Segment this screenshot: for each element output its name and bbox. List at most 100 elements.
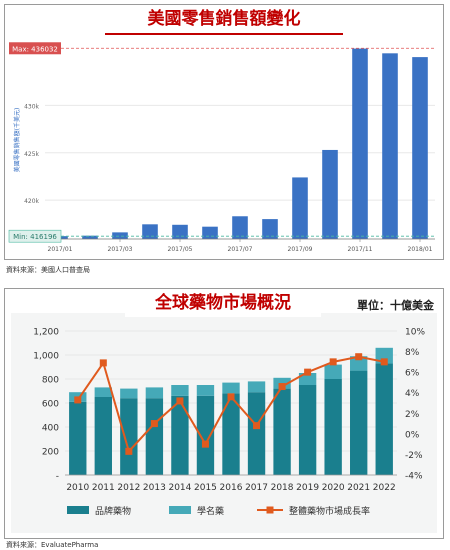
chart2-xtick-label: 2011 [92, 483, 115, 493]
chart2-growth-marker [74, 396, 82, 404]
chart2-bar-brand [298, 385, 317, 475]
chart1-bar [202, 226, 218, 239]
chart1-max-label-box [9, 42, 61, 55]
chart2-ytick-left-label: 1,200 [33, 328, 59, 338]
chart1-bar [412, 57, 428, 240]
chart2-bar-brand [196, 395, 215, 475]
chart2-xtick-label: 2022 [373, 483, 396, 493]
chart1-bar [292, 177, 308, 239]
chart2-ytick-left-label: - [56, 472, 59, 482]
chart2-xtick-label: 2021 [347, 483, 370, 493]
chart2-bar-generic [222, 382, 240, 394]
chart2-ytick-right-label: -4% [405, 472, 423, 482]
chart2-bar-brand [120, 398, 138, 475]
chart2-growth-marker [150, 420, 158, 428]
chart2-xtick-label: 2018 [271, 483, 294, 493]
chart2-xtick-label: 2016 [220, 483, 243, 493]
chart2-bar-generic [247, 381, 266, 393]
chart2-legend-growth-label: 整體藥物市場成長率 [289, 505, 370, 517]
chart2-xtick-label: 2020 [322, 483, 345, 493]
chart2-bar-brand [94, 397, 112, 475]
chart2-legend-brand-label: 品牌藥物 [95, 505, 131, 517]
chart2-bar-generic [94, 387, 112, 397]
chart2-bar-generic [196, 385, 215, 396]
chart2-bar-brand [145, 398, 164, 475]
chart2-xtick-label: 2019 [296, 483, 319, 493]
chart2-xtick-label: 2012 [117, 483, 140, 493]
chart2-ytick-right-label: 6% [405, 369, 420, 379]
chart2-title: 全球藥物市場概況 [155, 293, 291, 313]
chart2-growth-marker [253, 422, 261, 430]
chart2-bar-generic [375, 347, 393, 364]
chart2-ytick-right-label: 4% [405, 389, 420, 399]
chart2-unit-label: 單位：十億美金 [357, 299, 434, 312]
chart1-bar [382, 53, 398, 239]
chart2-growth-marker [329, 358, 337, 366]
chart2-legend-generic-swatch [169, 506, 191, 514]
chart1-bar [232, 216, 248, 239]
chart2-bar-brand [324, 379, 342, 475]
pharma-market-panel: 全球藥物市場概況 單位：十億美金 - 200 400 600 800 1,000 1,200… [4, 288, 444, 539]
chart1-ytick-label: 425k [24, 151, 39, 158]
chart2-ytick-left-label: 600 [42, 400, 59, 410]
chart2-bar-brand [350, 370, 368, 475]
chart2-bar-generic [120, 388, 138, 399]
chart2-ytick-left-label: 800 [42, 376, 59, 386]
chart1-bar [352, 48, 368, 239]
chart1-title-bar: 美國零售銷售額變化 [105, 5, 343, 35]
chart2-bar-brand [222, 393, 240, 475]
chart2-legend-growth-marker [266, 506, 274, 514]
chart2-ytick-left-label: 1,000 [33, 352, 59, 362]
chart2-xtick-label: 2010 [66, 483, 89, 493]
chart2-title-bar: 全球藥物市場概況 [125, 289, 321, 317]
chart1-plot-area [45, 41, 435, 239]
chart2-ytick-right-label: 2% [405, 410, 420, 420]
chart2-bar-brand [273, 388, 291, 475]
retail-sales-panel: 美國零售銷售額變化 420k 425k 430k 美國零售銷售額(千美元) 2017/0… [4, 4, 444, 260]
chart2-bar-generic [145, 387, 164, 399]
chart2-legend-brand-swatch [67, 506, 89, 514]
chart2-growth-marker [176, 397, 184, 405]
chart1-bar [112, 232, 128, 239]
chart1-xtick-label: 2017/09 [288, 246, 313, 253]
chart1-ylabel: 美國零售銷售額(千美元) [13, 108, 21, 173]
chart2-xtick-label: 2014 [168, 483, 191, 493]
chart1-ytick-label: 430k [24, 103, 39, 110]
chart2-xtick-label: 2013 [143, 483, 166, 493]
chart1-min-label-box [8, 229, 62, 243]
chart2-bar-generic [350, 356, 368, 371]
chart2-ytick-right-label: 8% [405, 348, 420, 358]
chart1-xtick-label: 2017/01 [48, 246, 73, 253]
chart2-bar-brand [247, 392, 266, 475]
chart1-xtick-label: 2018/01 [408, 246, 433, 253]
chart2-bar-brand [69, 401, 87, 475]
chart1-bar [172, 224, 188, 239]
chart1-ytick-label: 420k [24, 198, 39, 205]
chart1-title: 美國零售銷售額變化 [147, 9, 301, 29]
chart2-bar-generic [324, 364, 342, 379]
chart2-growth-marker [380, 358, 388, 366]
chart2-growth-marker [125, 447, 133, 455]
chart2-ytick-right-label: 10% [405, 328, 425, 338]
chart2-ytick-left-label: 400 [42, 424, 59, 434]
chart2-canvas: - 200 400 600 800 1,000 1,200 -4% -2% 0% 2% 4% 6% 8% 1… [33, 328, 425, 518]
chart1-xtick-label: 2017/03 [108, 246, 133, 253]
chart2-growth-marker [304, 368, 312, 376]
chart2-growth-marker [355, 353, 363, 361]
chart2-growth-marker [99, 359, 107, 367]
chart2-ytick-right-label: 0% [405, 430, 420, 440]
chart1-bar [82, 235, 98, 239]
chart1-xtick-label: 2017/05 [168, 246, 193, 253]
chart2-xtick-label: 2017 [245, 483, 268, 493]
chart1-min-label: Min: 416196 [13, 233, 57, 241]
chart2-bar-generic [298, 373, 317, 385]
chart1-max-label: Max: 436032 [12, 45, 58, 53]
chart1-xtick-label: 2017/11 [348, 246, 373, 253]
chart1-bar [142, 224, 158, 239]
chart1-bar [262, 219, 278, 239]
chart2-legend-generic-label: 學名藥 [197, 505, 224, 517]
chart2-bar-brand [375, 363, 393, 475]
chart2-ytick-left-label: 200 [42, 448, 59, 458]
chart1-source: 資料來源：美國人口普查局 [6, 266, 90, 274]
